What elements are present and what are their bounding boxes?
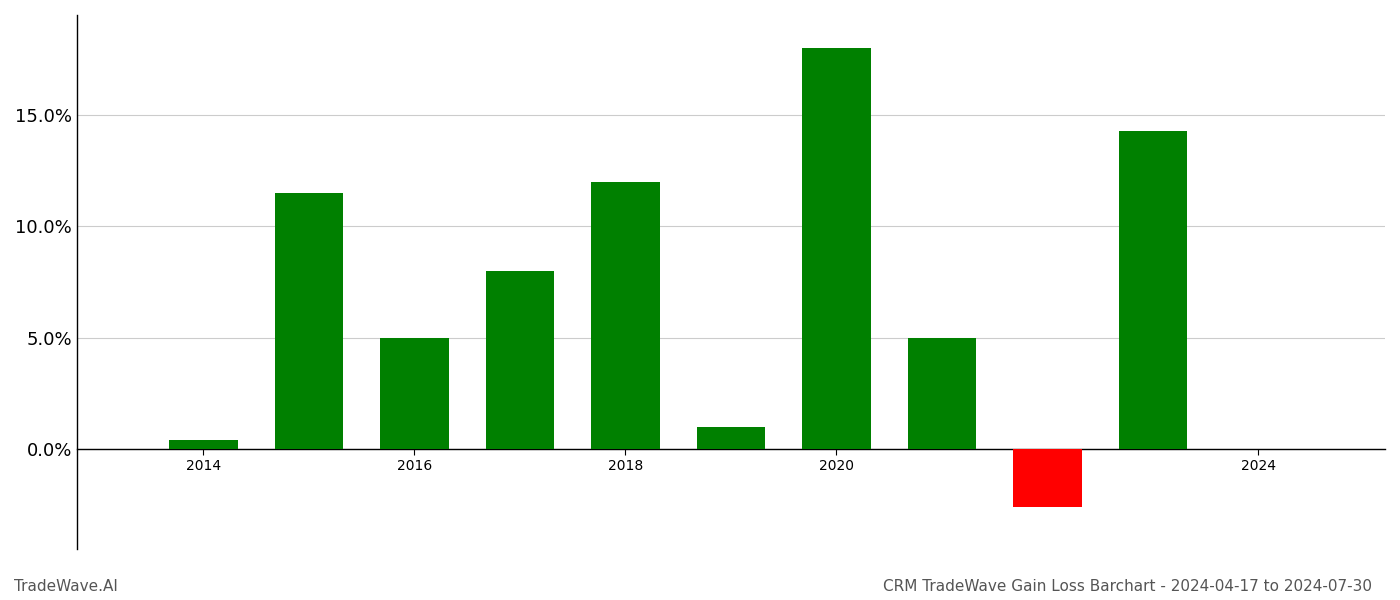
Bar xyxy=(907,338,976,449)
Bar xyxy=(169,440,238,449)
Bar xyxy=(697,427,766,449)
Bar xyxy=(1014,449,1082,507)
Bar xyxy=(1119,131,1187,449)
Bar xyxy=(802,49,871,449)
Text: CRM TradeWave Gain Loss Barchart - 2024-04-17 to 2024-07-30: CRM TradeWave Gain Loss Barchart - 2024-… xyxy=(883,579,1372,594)
Bar xyxy=(591,182,659,449)
Text: TradeWave.AI: TradeWave.AI xyxy=(14,579,118,594)
Bar xyxy=(381,338,449,449)
Bar xyxy=(274,193,343,449)
Bar xyxy=(486,271,554,449)
